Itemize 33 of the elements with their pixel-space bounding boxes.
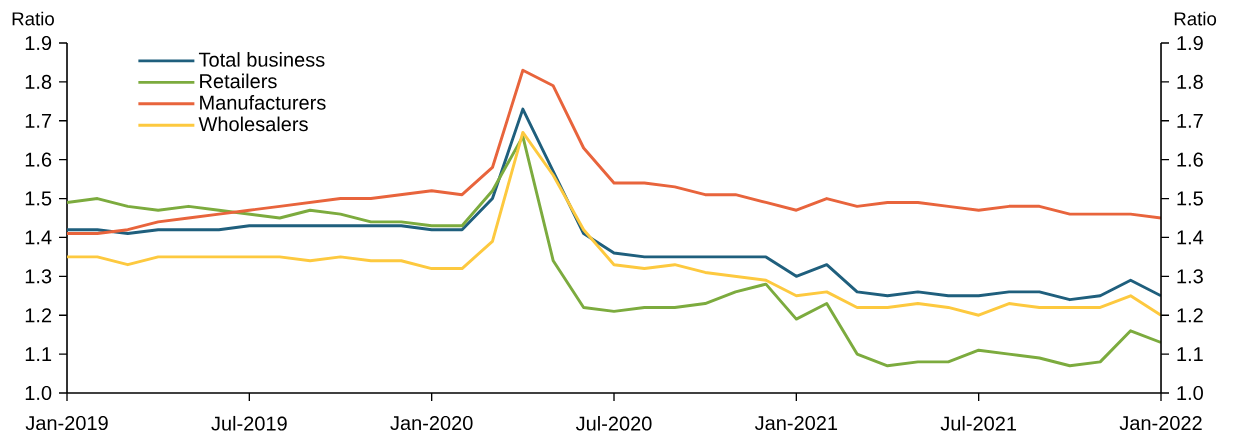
y-tick-label: 1.9: [25, 35, 52, 51]
y2-tick-label: 1.2: [1177, 308, 1203, 323]
y2-axis-title: Ratio: [1174, 11, 1217, 26]
y2-tick-label: 1.9: [1177, 35, 1203, 51]
y-tick-label: 1.5: [25, 191, 52, 206]
y-tick-label: 1.7: [25, 113, 52, 128]
y2-tick-label: 1.6: [1177, 152, 1203, 167]
y-tick-label: 1.6: [25, 152, 52, 167]
y2-tick-label: 1.5: [1177, 191, 1203, 206]
y2-tick-label: 1.3: [1177, 269, 1203, 284]
legend-label: Manufacturers: [200, 95, 326, 110]
y-tick-label: 1.4: [25, 230, 52, 245]
x-tick-label: Jan-2021: [754, 415, 838, 431]
x-tick-label: Jan-2020: [390, 415, 473, 431]
legend-label: Total business: [198, 52, 325, 67]
x-tick-label: Jul-2021: [940, 415, 1017, 431]
x-tick-label: Jan-2022: [1119, 415, 1202, 431]
x-tick-label: Jan-2019: [25, 415, 108, 431]
y2-tick-label: 1.8: [1177, 74, 1203, 89]
y-tick-label: 1.2: [25, 308, 52, 323]
y-tick-label: 1.1: [25, 347, 52, 361]
y-axis-title: Ratio: [12, 11, 54, 26]
y2-tick-label: 1.0: [1177, 385, 1203, 401]
y2-tick-label: 1.4: [1177, 230, 1204, 245]
y2-tick-label: 1.7: [1177, 113, 1203, 128]
y-tick-label: 1.8: [25, 74, 52, 89]
y-tick-label: 1.0: [25, 385, 52, 401]
x-tick-label: Jul-2019: [211, 415, 287, 431]
legend-label: Retailers: [200, 73, 277, 89]
legend-label: Wholesalers: [198, 116, 308, 132]
x-tick-label: Jul-2020: [575, 415, 652, 431]
y2-tick-label: 1.1: [1177, 347, 1203, 361]
y-tick-label: 1.3: [25, 269, 52, 284]
